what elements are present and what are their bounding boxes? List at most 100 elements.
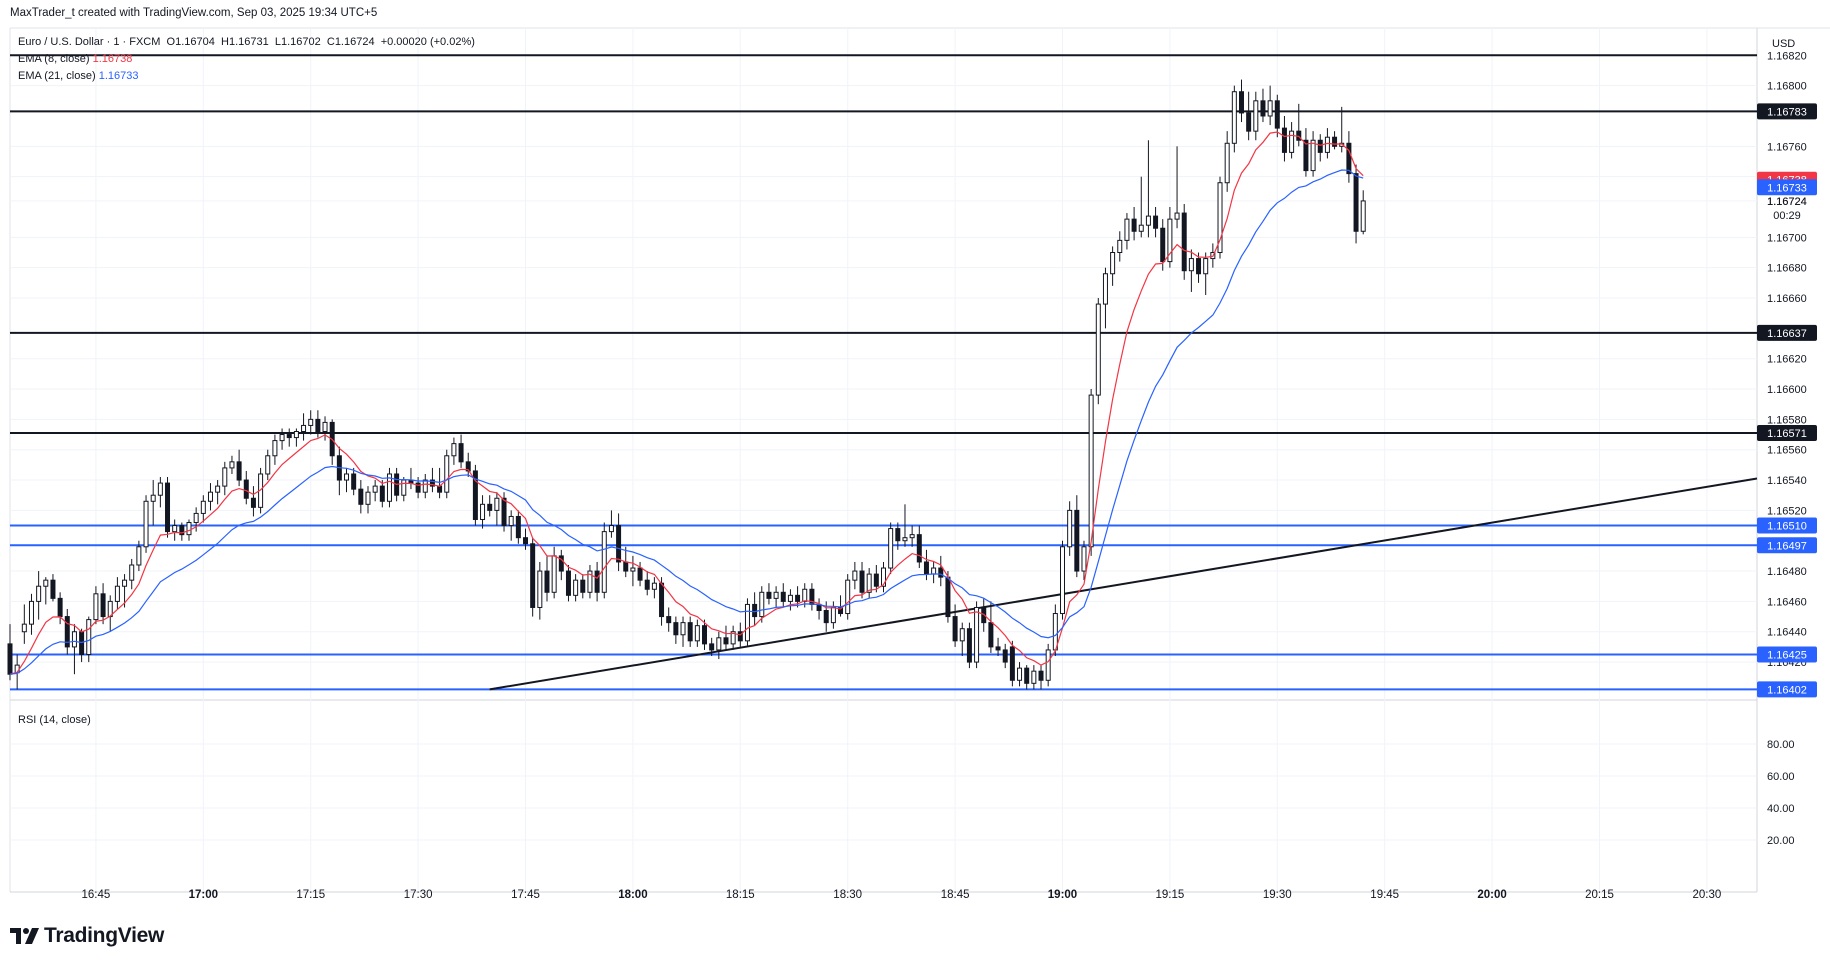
candle-body-up [1124, 218, 1130, 241]
candle-body-up [1081, 546, 1087, 572]
candle-body-down [1038, 670, 1044, 681]
price-tick-label: 1.16460 [1767, 596, 1807, 608]
candle-body-up [372, 485, 378, 493]
close-label: C [326, 36, 335, 48]
candle-body-down [780, 591, 786, 602]
ema21-legend[interactable]: EMA (21, close) 1.16733 [18, 70, 138, 82]
candle-body-up [1224, 142, 1230, 184]
symbol-name[interactable]: Euro / U.S. Dollar · 1 · FXCM [18, 36, 161, 48]
candle-body-down [165, 482, 171, 533]
candle-body-down [938, 567, 944, 578]
candle-body-down [766, 591, 772, 599]
candle-body-up [1110, 252, 1116, 275]
candle-body-down [236, 461, 242, 481]
horizontal-line-price-tag [1757, 425, 1817, 442]
candle-body-up [293, 431, 299, 439]
candle-body-down [429, 479, 435, 487]
candle-countdown: 00:29 [1773, 210, 1801, 222]
candle-body-up [551, 555, 557, 593]
ema-lines [9, 131, 1364, 675]
candle-body-down [358, 488, 364, 505]
horizontal-line-price-label: 1.16637 [1767, 328, 1807, 340]
candle-body-down [1317, 139, 1323, 153]
candle-body-down [923, 561, 929, 575]
candle-body-up [694, 625, 700, 642]
time-tick-label: 20:15 [1585, 889, 1614, 901]
horizontal-line-price-tag [1757, 324, 1817, 341]
candle-body-up [630, 567, 636, 572]
horizontal-lines[interactable] [10, 54, 1757, 691]
candle-body-down [916, 534, 922, 563]
time-tick-label: 17:00 [189, 889, 218, 901]
horizontal-line-price-label: 1.16783 [1767, 106, 1807, 118]
ema21-price-tag [1757, 179, 1817, 196]
candle-body-down [859, 570, 865, 593]
ema8-line [9, 131, 1364, 675]
low-label: L [274, 36, 281, 48]
candle-body-up [651, 582, 657, 590]
candle-body-up [1045, 649, 1051, 681]
candle-body-down [243, 479, 249, 499]
candle-body-up [344, 473, 350, 481]
horizontal-line-price-label: 1.16425 [1767, 649, 1807, 661]
currency-label[interactable]: USD [1772, 38, 1796, 50]
candle-body-down [558, 555, 564, 572]
candle-body-up [716, 637, 722, 651]
candle-body-up [787, 594, 793, 602]
time-tick-label: 20:30 [1692, 889, 1721, 901]
price-tick-label: 1.16580 [1767, 414, 1807, 426]
candle-body-up [1289, 130, 1295, 153]
ema8-value: 1.16738 [92, 53, 133, 65]
candle-body-down [594, 570, 600, 593]
candle-body-up [229, 461, 235, 469]
candle-body-down [501, 497, 507, 527]
price-tick-label: 1.16700 [1767, 232, 1807, 244]
candle-body-down [530, 543, 536, 608]
candle-body-down [666, 616, 672, 624]
price-tick-label: 1.16620 [1767, 354, 1807, 366]
candle-body-down [1274, 100, 1280, 129]
time-tick-label: 20:00 [1477, 889, 1506, 901]
tradingview-logo[interactable]: TradingView [10, 924, 164, 948]
candle-body-up [215, 485, 221, 493]
candle-body-down [616, 525, 622, 563]
candle-body-down [1246, 112, 1252, 132]
candle-body-down [179, 525, 185, 536]
candle-body-down [57, 597, 63, 618]
candle-body-up [1167, 218, 1173, 263]
candle-body-down [487, 503, 493, 511]
price-tick-label: 1.16800 [1767, 81, 1807, 93]
horizontal-line-price-label: 1.16402 [1767, 684, 1807, 696]
price-tick-label: 1.16660 [1767, 293, 1807, 305]
price-tick-label: 1.16440 [1767, 627, 1807, 639]
trend-line [489, 477, 1758, 691]
open-value: 1.16704 [175, 36, 215, 48]
candle-body-up [279, 434, 285, 442]
candle-body-up [608, 525, 614, 533]
price-tick-label: 1.16600 [1767, 384, 1807, 396]
candle-body-up [122, 579, 128, 587]
candle-body-down [687, 622, 693, 642]
horizontal-line-price-label: 1.16510 [1767, 521, 1807, 533]
candle-body-down [1009, 646, 1015, 681]
rsi-legend[interactable]: RSI (14, close) [18, 714, 91, 726]
candle-body-up [1059, 546, 1065, 615]
candle-body-down [1353, 173, 1359, 232]
candle-body-up [28, 600, 34, 625]
candle-body-up [172, 525, 178, 533]
candle-body-up [852, 570, 858, 581]
trend-line-group[interactable] [489, 477, 1758, 691]
candle-body-up [508, 515, 514, 527]
candle-body-down [659, 582, 665, 618]
horizontal-line-price-label: 1.16497 [1767, 540, 1807, 552]
candle-body-down [723, 637, 729, 645]
high-value: 1.16731 [228, 36, 269, 48]
candle-body-up [136, 546, 142, 566]
time-tick-label: 19:30 [1263, 889, 1292, 901]
time-tick-label: 19:45 [1370, 889, 1399, 901]
candle-body-down [351, 473, 357, 490]
candle-body-up [494, 497, 500, 511]
open-label: O [166, 36, 176, 48]
ema8-legend[interactable]: EMA (8, close) 1.16738 [18, 53, 132, 65]
